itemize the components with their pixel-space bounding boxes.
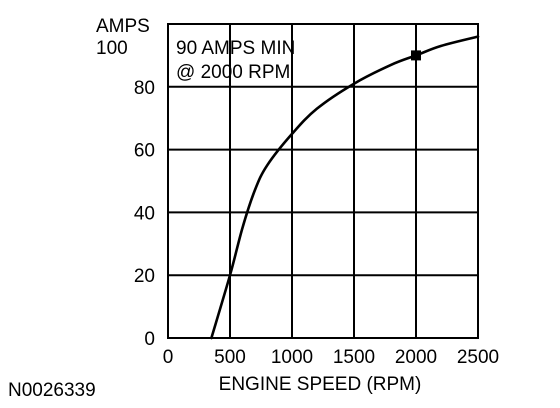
x-tick-label: 2000 <box>395 347 437 368</box>
figure-id: N0026339 <box>8 380 96 401</box>
chart-grid <box>167 23 479 339</box>
y-tick-label: 60 <box>134 141 155 162</box>
data-point-marker <box>411 50 421 61</box>
y-axis-label: AMPS <box>96 16 150 37</box>
y-tick-label: 40 <box>134 203 155 224</box>
x-tick-label: 0 <box>163 347 174 368</box>
x-tick-label: 1000 <box>271 347 313 368</box>
x-axis-label: ENGINE SPEED (RPM) <box>219 374 422 395</box>
x-tick-label: 500 <box>214 347 246 368</box>
y-tick-label: 80 <box>134 78 155 99</box>
annotation-line-2: @ 2000 RPM <box>176 62 290 83</box>
y-tick-labels: 0 20 40 60 80 100 <box>96 38 155 350</box>
x-tick-label: 1500 <box>333 347 375 368</box>
y-tick-label: 20 <box>134 266 155 287</box>
plot-frame <box>167 23 479 339</box>
y-tick-label: 0 <box>144 329 155 350</box>
x-tick-label: 2500 <box>457 347 499 368</box>
annotation-line-1: 90 AMPS MIN <box>176 38 295 59</box>
y-tick-label: 100 <box>96 38 128 59</box>
x-tick-labels: 0 500 1000 1500 2000 2500 <box>163 347 499 368</box>
